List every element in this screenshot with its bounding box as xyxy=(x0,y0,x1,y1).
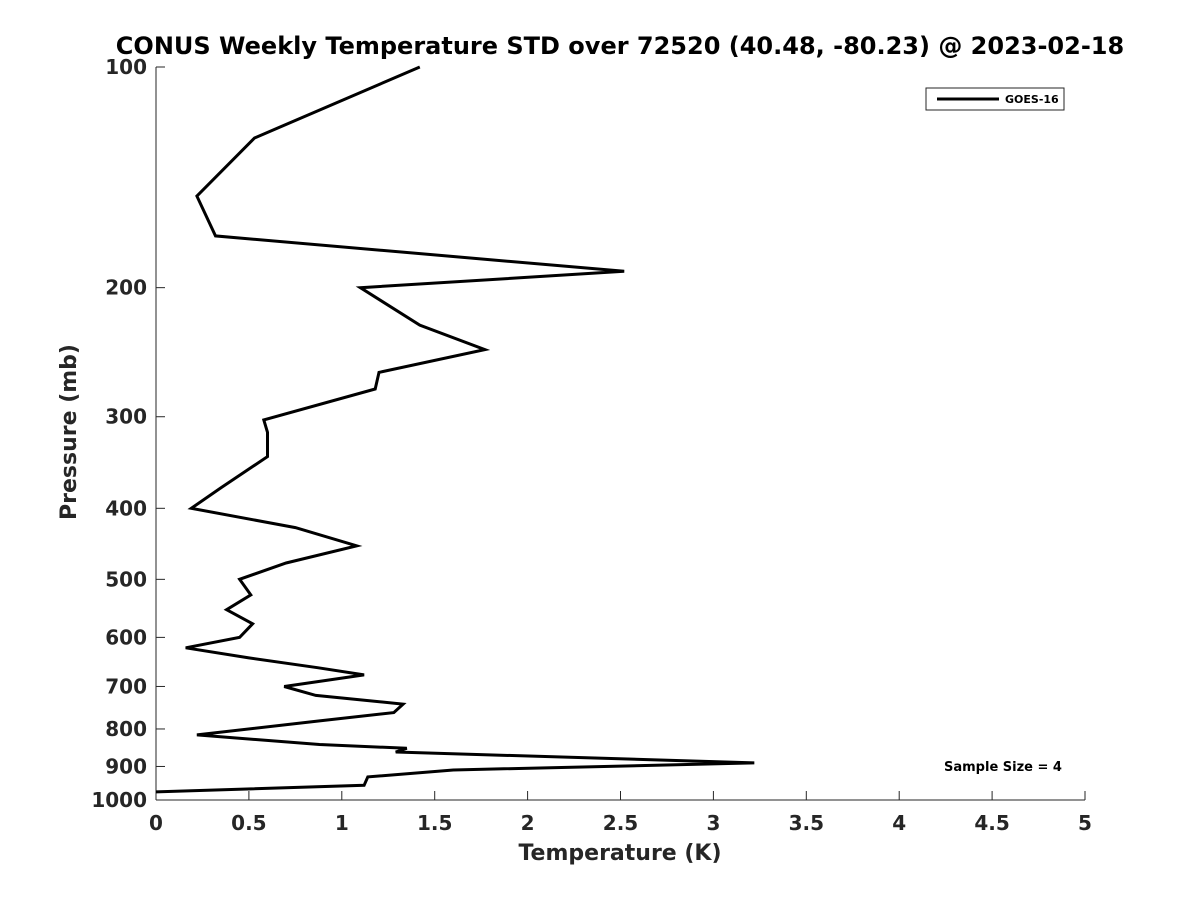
y-tick-label: 800 xyxy=(105,717,147,741)
y-axis-label: Pressure (mb) xyxy=(57,344,82,520)
x-tick-label: 1 xyxy=(335,811,349,835)
legend: GOES-16 xyxy=(925,87,1065,111)
x-tick-label: 3.5 xyxy=(789,811,824,835)
y-tick-label: 1000 xyxy=(91,788,147,812)
series-line-goes-16 xyxy=(155,65,755,794)
x-tick-label: 2.5 xyxy=(603,811,638,835)
y-tick-label: 200 xyxy=(105,276,147,300)
x-tick-label: 5 xyxy=(1078,811,1092,835)
x-tick-label: 4 xyxy=(892,811,906,835)
sample-size-annotation: Sample Size = 4 xyxy=(944,760,1062,775)
y-tick-label: 400 xyxy=(105,496,147,520)
legend-label-goes-16: GOES-16 xyxy=(1005,93,1059,106)
x-tick-label: 3 xyxy=(706,811,720,835)
x-tick-label: 2 xyxy=(521,811,535,835)
y-tick-label: 500 xyxy=(105,567,147,591)
y-tick-label: 700 xyxy=(105,674,147,698)
x-tick-label: 1.5 xyxy=(417,811,452,835)
y-tick-label: 600 xyxy=(105,625,147,649)
y-tick-label: 300 xyxy=(105,405,147,429)
x-tick-label: 0.5 xyxy=(231,811,266,835)
chart-title: CONUS Weekly Temperature STD over 72520 … xyxy=(116,32,1124,60)
y-tick-label: 100 xyxy=(105,55,147,79)
y-tick-label: 900 xyxy=(105,754,147,778)
x-axis-label: Temperature (K) xyxy=(518,841,721,866)
x-tick-label: 4.5 xyxy=(974,811,1009,835)
plot-area: 0 0.5 1 1.5 2 2.5 3 3.5 4 4.5 5 100 200 300 400 500 600 7… xyxy=(91,55,1092,835)
x-tick-label: 0 xyxy=(149,811,163,835)
